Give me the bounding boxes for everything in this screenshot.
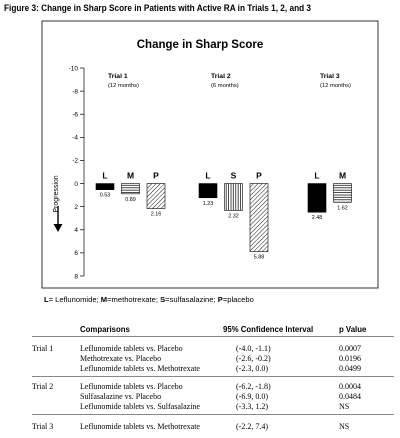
ci-cell: (-2.2, 7.4) [236,422,268,431]
ci-cell: (-4.0, -1.1) [236,344,271,353]
header-p-value: p Value [339,325,367,334]
bar-l [198,183,218,199]
bar-value-label: 1.62 [337,205,348,211]
legend-key-s: S [160,295,166,304]
legend-text-p: =placebo [222,295,254,304]
bar-letter: L [205,171,210,181]
y-tick-label: -10 [69,65,79,72]
bar-letter: P [153,171,159,181]
ci-cell: (-3.3, 1.2) [236,402,268,411]
legend-key-p: P [217,295,223,304]
group-subtitle: (12 months) [320,83,351,89]
bar-p [146,183,166,209]
comparison-cell: Leflunomide tablets vs. Placebo [80,344,183,353]
y-tick-label: 8 [74,273,78,280]
y-tick-label: 4 [74,227,78,234]
trial-label: Trial 1 [32,344,54,353]
y-tick-label: 6 [74,250,78,257]
chart-title: Change in Sharp Score [137,39,264,51]
section-rule [32,414,394,415]
p-value-cell: 0.0196 [339,354,361,363]
legend-text-l: = Leflunomide; [48,295,101,304]
bar-value-label: 0.89 [125,197,136,203]
legend: L= Leflunomide; M=methotrexate; S=sulfas… [44,295,254,304]
y-tick-label: 2 [74,204,78,211]
bar-m [121,183,140,195]
y-tick-label: -2 [72,158,78,165]
figure-title: Figure 3: Change in Sharp Score in Patie… [4,3,312,14]
comparison-cell: Leflunomide tablets vs. Methotrexate [80,422,200,431]
comparison-cell: Leflunomide tablets vs. Methotrexate [80,364,200,373]
legend-key-m: M [100,295,108,304]
comparison-cell: Leflunomide tablets vs. Sulfasalazine [80,402,200,411]
group-name: Trial 3 [320,73,340,80]
plot-frame [41,20,379,289]
bar-value-label: 2.48 [312,215,323,221]
bar-letter: M [339,171,346,181]
y-tick-label: -4 [72,135,78,142]
y-tick-label: -8 [72,88,78,95]
group-name: Trial 1 [108,73,128,80]
p-value-cell: NS [339,402,350,411]
sharp-score-chart: Change in Sharp Score -10 -8 -6 -4 -2 0 2 4 6 8 T… [41,20,379,289]
legend-key-l: L [44,295,49,304]
p-value-cell: 0.0004 [339,382,361,391]
bar-value-label: 2.32 [228,213,239,219]
bar-m [333,183,352,203]
group-subtitle: (12 months) [108,83,139,89]
progression-arrow-icon [53,206,63,232]
bar-letter: S [231,171,237,181]
section-rule [32,376,394,377]
p-value-cell: 0.0007 [339,344,361,353]
p-value-cell: 0.0484 [339,392,361,401]
p-value-cell: NS [339,422,350,431]
header-rule [32,336,394,337]
ci-cell: (-6.2, -1.8) [236,382,271,391]
bar-letter: P [256,171,262,181]
bar-value-label: 2.16 [151,212,162,218]
group-subtitle: (6 months) [211,83,239,89]
bar-letter: L [314,171,319,181]
bar-letter: M [127,171,134,181]
bar-l [95,183,115,190]
trial-label: Trial 2 [32,382,54,391]
y-axis-label: Progression [53,175,60,212]
p-value-cell: 0.0499 [339,364,361,373]
comparison-cell: Methotrexate vs. Placebo [80,354,162,363]
ci-cell: (-2.3, 0.0) [236,364,268,373]
bar-value-label: 5.88 [254,255,265,261]
bars: L 0.53 M 0.89 P 2.16 L 1.23 S 2.32 P 5.88 L 2.48 M 1.62 [95,171,352,261]
bar-value-label: 0.53 [100,193,111,199]
comparison-cell: Sulfasalazine vs. Placebo [80,392,162,401]
bar-value-label: 1.23 [203,201,214,207]
header-comparisons: Comparisons [80,325,130,334]
y-tick-label: -6 [72,112,78,119]
bar-p [249,183,269,252]
ci-cell: (-2.6, -0.2) [236,354,271,363]
group-labels: Trial 1 (12 months) Trial 2 (6 months) Trial… [108,73,351,89]
y-tick-label: 0 [74,181,78,188]
legend-text-m: =methotrexate; [107,295,161,304]
comparison-cell: Leflunomide tablets vs. Placebo [80,382,183,391]
ci-cell: (-6.9, 0.0) [236,392,268,401]
trial-label: Trial 3 [32,422,54,431]
bar-l [307,183,327,213]
legend-text-s: =sulfasalazine; [165,295,218,304]
bar-s [224,183,243,211]
group-name: Trial 2 [211,73,231,80]
y-axis: -10 -8 -6 -4 -2 0 2 4 6 8 [69,65,85,280]
header-confidence-interval: 95% Confidence Interval [223,325,314,334]
bar-letter: L [102,171,107,181]
